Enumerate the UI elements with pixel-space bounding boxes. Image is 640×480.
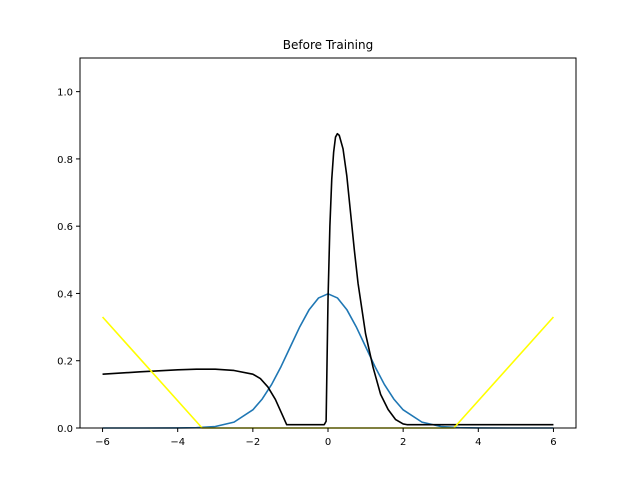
y-tick-label: 0.2	[57, 357, 73, 368]
y-tick-label: 0.4	[57, 289, 73, 300]
y-axis: 0.0 0.2 0.4 0.6 0.8 1.0	[57, 88, 80, 435]
y-tick-label: 1.0	[57, 88, 73, 99]
y-tick-label: 0.0	[57, 424, 73, 435]
plot-area	[101, 132, 555, 429]
y-tick-label: 0.6	[57, 222, 73, 233]
x-tick-label: 6	[550, 437, 556, 448]
plot-frame	[79, 57, 577, 429]
y-tick-label: 0.8	[57, 155, 73, 166]
x-axis: −6 −4 −2 0 2 4 6	[95, 428, 557, 448]
x-tick-label: −6	[95, 437, 110, 448]
x-tick-label: 0	[325, 437, 331, 448]
chart-title: Before Training	[283, 38, 373, 52]
x-tick-label: −2	[245, 437, 260, 448]
x-tick-label: −4	[170, 437, 185, 448]
x-tick-label: 4	[475, 437, 481, 448]
series-line-2	[102, 132, 554, 426]
x-tick-label: 2	[400, 437, 406, 448]
